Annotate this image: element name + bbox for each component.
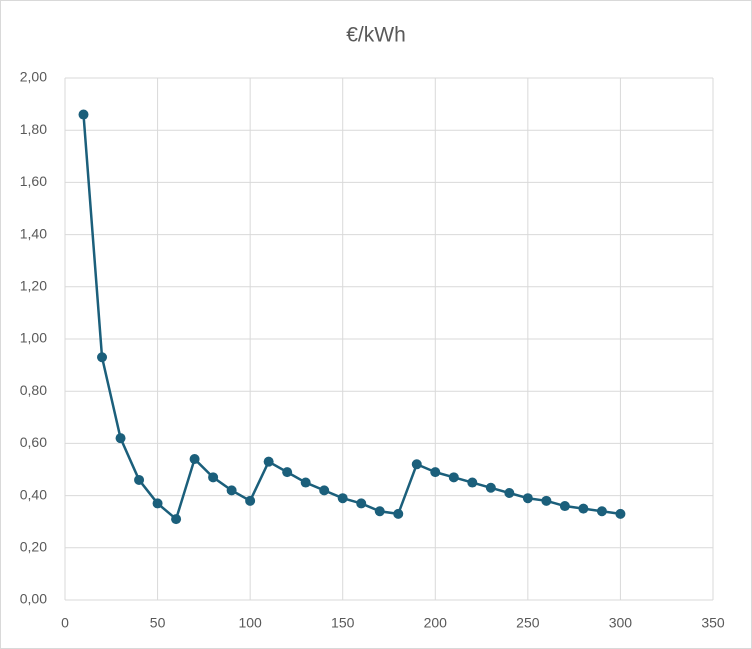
x-tick-label: 250 bbox=[516, 615, 540, 631]
data-point bbox=[393, 508, 404, 519]
data-point bbox=[134, 474, 145, 485]
data-point bbox=[337, 493, 348, 504]
data-point bbox=[189, 454, 200, 465]
y-tick-label: 2,00 bbox=[20, 69, 47, 85]
x-tick-label: 350 bbox=[701, 615, 725, 631]
data-point bbox=[356, 498, 367, 509]
y-tick-label: 1,80 bbox=[20, 121, 47, 137]
x-tick-label: 200 bbox=[424, 615, 448, 631]
x-tick-label: 100 bbox=[238, 615, 262, 631]
data-point bbox=[171, 514, 182, 525]
data-point bbox=[430, 467, 441, 478]
data-point bbox=[578, 503, 589, 514]
data-point bbox=[448, 472, 459, 483]
data-point bbox=[152, 498, 163, 509]
data-point bbox=[485, 482, 496, 493]
y-tick-label: 1,00 bbox=[20, 330, 47, 346]
data-point bbox=[467, 477, 478, 488]
x-tick-label: 150 bbox=[331, 615, 355, 631]
data-point bbox=[226, 485, 237, 496]
y-tick-label: 1,60 bbox=[20, 173, 47, 189]
data-point bbox=[559, 501, 570, 512]
data-point bbox=[615, 508, 626, 519]
data-point bbox=[208, 472, 219, 483]
data-point bbox=[300, 477, 311, 488]
x-tick-label: 300 bbox=[609, 615, 633, 631]
x-tick-label: 0 bbox=[61, 615, 69, 631]
y-tick-label: 0,40 bbox=[20, 486, 47, 502]
y-tick-label: 0,20 bbox=[20, 539, 47, 555]
chart-title: €/kWh bbox=[346, 24, 406, 47]
data-point bbox=[78, 109, 89, 120]
y-tick-label: 0,60 bbox=[20, 434, 47, 450]
data-point bbox=[541, 495, 552, 506]
data-point bbox=[319, 485, 330, 496]
data-point bbox=[411, 459, 422, 470]
data-point bbox=[522, 493, 533, 504]
data-point bbox=[97, 352, 108, 363]
y-tick-label: 0,00 bbox=[20, 591, 47, 607]
x-tick-label: 50 bbox=[150, 615, 166, 631]
data-point bbox=[374, 506, 385, 517]
data-point bbox=[245, 495, 256, 506]
data-point bbox=[504, 487, 515, 498]
y-tick-label: 1,40 bbox=[20, 225, 47, 241]
data-point bbox=[263, 456, 274, 467]
data-point bbox=[596, 506, 607, 517]
data-point bbox=[115, 433, 126, 444]
y-tick-label: 0,80 bbox=[20, 382, 47, 398]
y-tick-label: 1,20 bbox=[20, 278, 47, 294]
data-point bbox=[282, 467, 293, 478]
